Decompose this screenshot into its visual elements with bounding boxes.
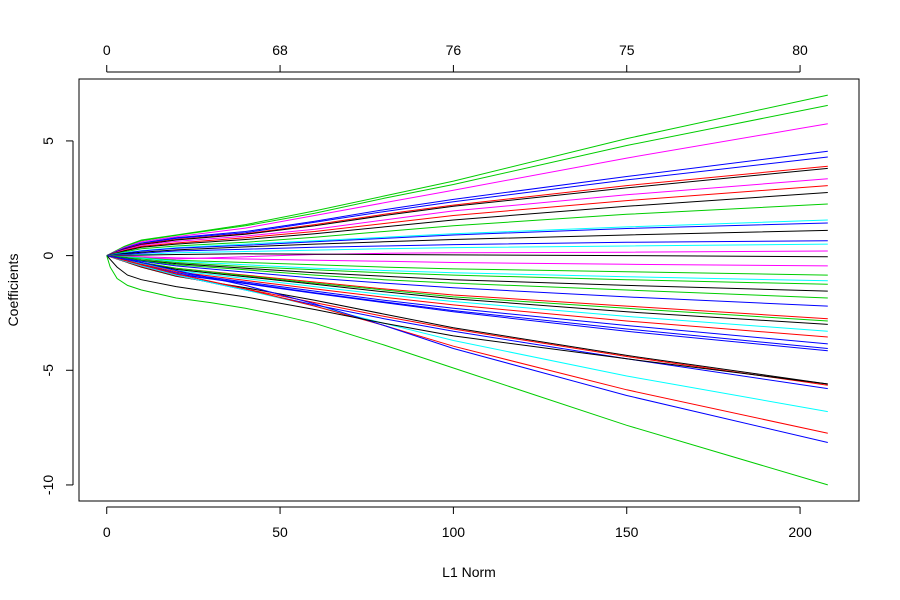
series-line-25 [106,255,828,307]
series-line-14 [106,229,828,257]
series-line-9 [106,185,828,257]
x-tick-label: 0 [103,524,111,540]
series-line-8 [106,178,828,257]
series-lines [106,94,828,486]
y-tick-label: -10 [40,475,56,495]
series-line-29 [106,255,828,332]
x-axis-top: 0 68 76 75 80 [103,42,808,73]
series-line-24 [106,255,828,299]
series-line-35 [106,255,828,386]
x-axis-label: L1 Norm [442,564,496,580]
y-axis-left: -10 -5 0 5 [40,137,74,495]
series-line-10 [106,192,828,257]
series-line-23 [106,255,828,292]
top-tick-label: 75 [619,42,635,58]
series-line-4 [106,150,828,257]
y-tick-label: 0 [40,251,56,259]
series-line-40 [106,255,828,385]
series-line-27 [106,255,828,322]
plot-area-frame [78,78,860,502]
series-line-41 [106,255,828,486]
series-line-3 [106,123,828,257]
series-line-11 [106,203,828,257]
series-line-16 [106,243,828,257]
series-line-38 [106,255,828,434]
top-tick-label: 0 [103,42,111,58]
x-tick-label: 200 [788,524,812,540]
series-line-15 [106,240,828,257]
series-line-21 [106,255,828,282]
series-line-39 [106,255,828,443]
series-line-20 [106,255,828,276]
y-tick-label: 5 [40,137,56,145]
series-line-5 [106,156,828,257]
y-tick-label: -5 [40,364,56,377]
series-line-7 [106,167,828,257]
series-line-2 [106,104,828,257]
series-line-19 [106,255,828,267]
x-axis-bottom: 0 50 100 150 200 [103,506,812,540]
x-tick-label: 100 [442,524,466,540]
series-line-30 [106,255,828,338]
x-tick-label: 150 [615,524,639,540]
top-tick-label: 80 [792,42,808,58]
series-line-6 [106,165,828,257]
top-tick-label: 76 [446,42,462,58]
top-tick-label: 68 [272,42,288,58]
series-line-22 [106,255,828,285]
series-line-1 [106,94,828,257]
series-line-18 [106,253,828,258]
y-axis-label: Coefficients [5,254,21,327]
series-line-13 [106,222,828,257]
x-tick-label: 50 [272,524,288,540]
